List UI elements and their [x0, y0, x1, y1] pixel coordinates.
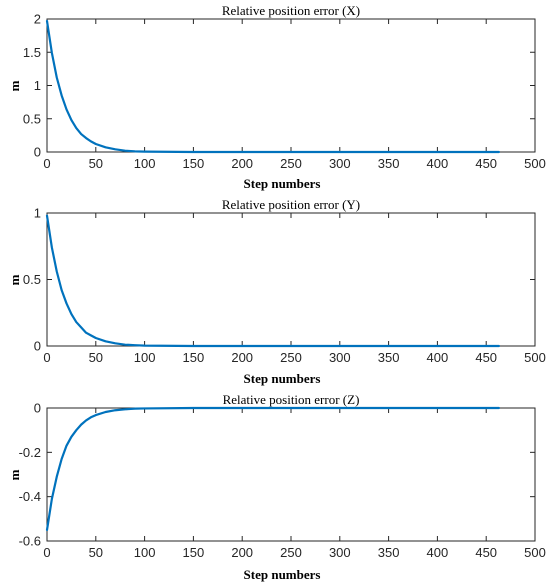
- x-tick-label: 450: [475, 156, 497, 171]
- y-tick-label: 1: [34, 206, 41, 221]
- chart-panel-z: Relative position error (Z) -0.6 -0.4 -0.2…: [7, 392, 546, 582]
- x-tick-label: 500: [524, 350, 546, 365]
- y-axis-label-z: m: [7, 469, 22, 480]
- x-axis-label-y: Step numbers: [244, 371, 321, 386]
- y-ticks-z: -0.6 -0.4 -0.2 0: [19, 401, 535, 549]
- x-ticks-z: 0 50 100 150 200 250 300 350 400 450 500: [43, 408, 546, 560]
- x-tick-label: 400: [427, 545, 449, 560]
- x-tick-label: 300: [329, 350, 351, 365]
- x-tick-label: 500: [524, 545, 546, 560]
- y-tick-label: 2: [34, 12, 41, 27]
- series-line-y: [45, 214, 500, 348]
- x-tick-label: 100: [134, 156, 156, 171]
- x-tick-label: 250: [280, 545, 302, 560]
- x-axis-label-x: Step numbers: [244, 176, 321, 191]
- y-tick-label: 0: [34, 401, 41, 416]
- series-line-x: [45, 19, 500, 154]
- x-tick-label: 500: [524, 156, 546, 171]
- x-tick-label: 50: [89, 350, 103, 365]
- x-tick-label: 50: [89, 545, 103, 560]
- x-tick-label: 200: [231, 156, 253, 171]
- x-tick-label: 450: [475, 350, 497, 365]
- x-tick-label: 100: [134, 350, 156, 365]
- y-tick-label: -0.4: [19, 489, 41, 504]
- y-tick-label: 0.5: [23, 111, 41, 126]
- x-tick-label: 300: [329, 545, 351, 560]
- y-axis-label-y: m: [7, 274, 22, 285]
- x-tick-label: 250: [280, 156, 302, 171]
- series-line-z: [45, 406, 500, 532]
- x-tick-label: 200: [231, 350, 253, 365]
- x-tick-label: 0: [43, 545, 50, 560]
- y-ticks-x: 0 0.5 1 1.5 2: [23, 12, 535, 160]
- plot-area-z: [46, 407, 536, 542]
- chart-panel-x: Relative position error (X) 0 0.5 1 1.5 2 0 5…: [7, 3, 546, 191]
- y-tick-label: 0: [34, 145, 41, 160]
- x-tick-label: 250: [280, 350, 302, 365]
- y-tick-label: 0: [34, 339, 41, 354]
- chart-title-y: Relative position error (Y): [222, 197, 360, 212]
- x-tick-label: 150: [183, 545, 205, 560]
- y-tick-label: 0.5: [23, 272, 41, 287]
- x-axis-label-z: Step numbers: [244, 567, 321, 582]
- chart-title-z: Relative position error (Z): [223, 392, 360, 407]
- x-tick-label: 0: [43, 350, 50, 365]
- plot-area-y: [46, 212, 536, 347]
- x-tick-label: 50: [89, 156, 103, 171]
- x-tick-label: 300: [329, 156, 351, 171]
- chart-panel-y: Relative position error (Y) 00.51 0 50 100…: [7, 197, 546, 386]
- y-tick-label: -0.2: [19, 445, 41, 460]
- x-tick-label: 350: [378, 350, 400, 365]
- x-tick-label: 400: [427, 156, 449, 171]
- x-tick-label: 150: [183, 350, 205, 365]
- chart-title-x: Relative position error (X): [222, 3, 360, 18]
- x-tick-label: 350: [378, 545, 400, 560]
- x-tick-label: 450: [475, 545, 497, 560]
- y-tick-label: 1: [34, 78, 41, 93]
- plot-area-x: [46, 18, 536, 153]
- x-tick-label: 200: [231, 545, 253, 560]
- y-axis-label-x: m: [7, 80, 22, 91]
- x-ticks-x: 0 50 100 150 200 250 300 350 400 450 500: [43, 19, 546, 171]
- y-tick-label: -0.6: [19, 534, 41, 549]
- y-ticks-y: 00.51: [23, 206, 535, 354]
- x-tick-label: 150: [183, 156, 205, 171]
- x-tick-label: 400: [427, 350, 449, 365]
- x-tick-label: 100: [134, 545, 156, 560]
- x-tick-label: 350: [378, 156, 400, 171]
- y-tick-label: 1.5: [23, 45, 41, 60]
- x-tick-label: 0: [43, 156, 50, 171]
- x-ticks-y: 0 50 100 150 200 250 300 350 400 450 500: [43, 213, 546, 365]
